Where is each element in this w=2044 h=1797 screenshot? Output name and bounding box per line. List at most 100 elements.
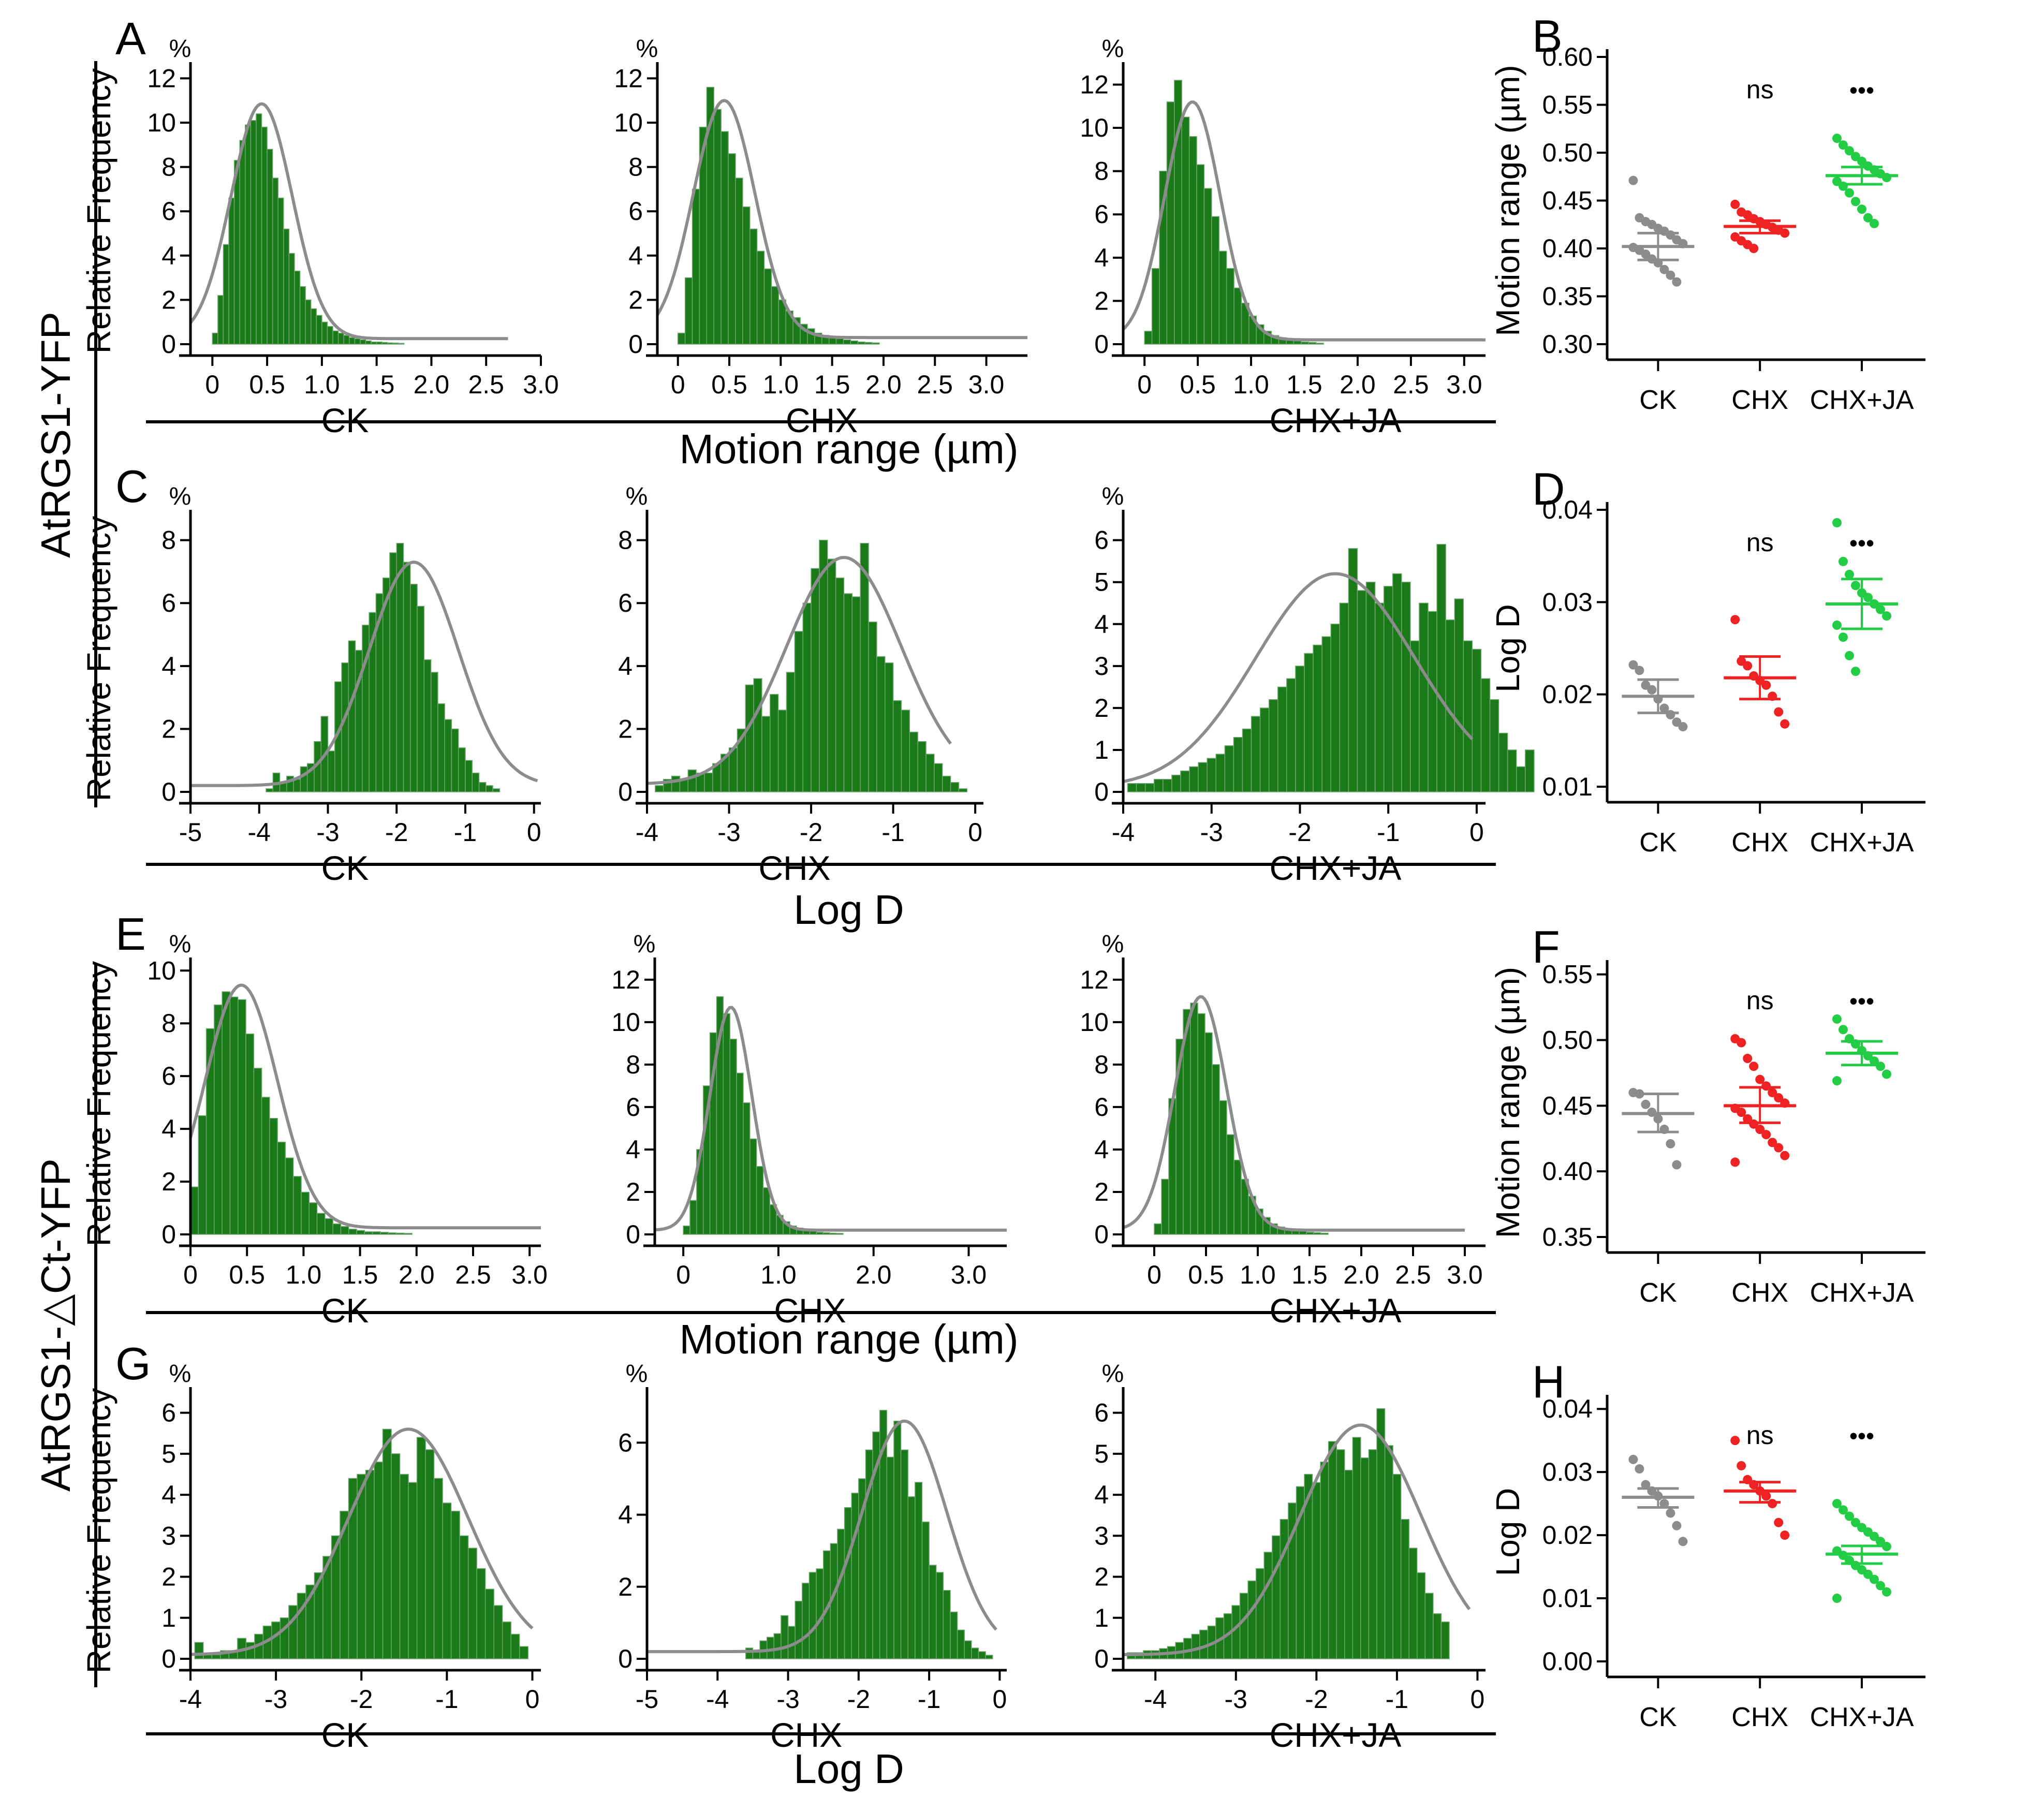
histogram-bar [1440, 1621, 1450, 1659]
histogram-bar [332, 330, 339, 345]
x-tick-label: 2.0 [1343, 1260, 1379, 1289]
data-point [1870, 1531, 1879, 1541]
histogram-bar [198, 1115, 207, 1235]
histogram-bar [851, 596, 861, 792]
histogram-bar [211, 1654, 221, 1659]
histogram-panel-E1: 0 2 4 6 8 10 0 0.5 1.0 1.5 2.0 2.5 3.0% CK Relative Fr… [80, 908, 548, 1330]
percent-unit-label: % [1102, 931, 1124, 958]
histogram-bar [343, 335, 350, 345]
y-tick-label: 2 [161, 714, 176, 743]
histogram-bar [1215, 754, 1226, 792]
histogram-bar [935, 1572, 944, 1659]
histogram-bar [1212, 1064, 1220, 1235]
y-tick-label: 6 [1094, 1093, 1109, 1122]
histogram-bar [310, 308, 317, 345]
significance-label: ••• [1849, 1422, 1874, 1449]
y-tick-label: 10 [147, 108, 176, 137]
histogram-bar [222, 991, 231, 1235]
histogram-bar [250, 120, 257, 345]
histogram-bar [467, 1548, 477, 1659]
histogram-bar [723, 1013, 730, 1235]
histogram-bar [1272, 1535, 1281, 1659]
histogram-bar [777, 710, 787, 792]
histogram-bar [671, 775, 681, 792]
y-tick-label: 0.40 [1542, 1157, 1593, 1186]
histogram-bar [761, 716, 771, 792]
gaussian-fit-curve [189, 983, 541, 1230]
y-tick-label: 0 [618, 777, 633, 806]
x-tick-label: -3 [264, 1685, 287, 1714]
y-tick-label: 0 [1094, 330, 1109, 359]
x-tick-label: -2 [1288, 818, 1311, 847]
x-tick-label: 0 [968, 818, 982, 847]
x-tick-label: 0.5 [1180, 370, 1216, 399]
significance-label: ••• [1849, 988, 1874, 1014]
data-point [1755, 1074, 1765, 1084]
y-tick-label: 12 [614, 64, 643, 93]
data-point [1780, 719, 1790, 729]
y-tick-label: 4 [161, 1480, 176, 1509]
histogram-bar [1198, 762, 1208, 792]
x-tick-label: 3.0 [968, 370, 1005, 399]
histogram-bar [1299, 1231, 1307, 1235]
histogram-bar [929, 1565, 937, 1659]
data-point [1737, 1038, 1746, 1048]
histogram-bar [337, 332, 344, 345]
histogram-bar [325, 1218, 333, 1235]
histogram-bar [1301, 342, 1309, 345]
histogram-bar [380, 1232, 389, 1235]
histogram-bar [458, 747, 466, 792]
y-tick-label: 4 [628, 241, 643, 270]
histogram-bar [971, 1647, 979, 1659]
histogram-bar [860, 542, 869, 792]
data-point [1832, 1014, 1842, 1024]
histogram-bar [1259, 708, 1270, 792]
data-point [1870, 1574, 1879, 1584]
histogram-bar [451, 728, 459, 792]
histogram-bar [1180, 770, 1190, 792]
y-tick-label: 6 [1094, 200, 1109, 229]
histogram-bar [465, 760, 473, 792]
gaussian-fit-curve [654, 1006, 1007, 1232]
histogram-bar [720, 131, 729, 345]
data-point [1857, 204, 1866, 214]
histogram-bar [194, 1642, 204, 1659]
data-point [1678, 722, 1688, 732]
histogram-bar [267, 149, 273, 345]
data-point [1743, 1114, 1753, 1124]
x-tick-label: CHX [1731, 1702, 1788, 1732]
histogram-bar [917, 741, 927, 792]
scatter-panel-F: 0.35 0.40 0.45 0.50 0.55 CK CHX ns CHX+JA ••• Moti… [1489, 921, 1925, 1308]
scatter-panel-D: 0.01 0.02 0.03 0.04 CK CHX ns CHX+JA ••• Log D D [1489, 463, 1925, 858]
histogram-bar [269, 1117, 278, 1235]
x-tick-label: 1.0 [304, 370, 340, 399]
y-tick-label: 6 [161, 1062, 176, 1091]
data-point [1761, 1491, 1771, 1501]
data-point [1768, 1087, 1777, 1097]
histogram-bar [964, 1640, 972, 1659]
histogram-bar [1328, 1441, 1337, 1659]
histogram-bar [1127, 783, 1137, 792]
histogram-bar [486, 785, 493, 792]
histogram-bar [1263, 1552, 1273, 1659]
histogram-bar [1436, 543, 1446, 792]
histogram-bar [293, 778, 301, 792]
histogram-bar [1498, 732, 1508, 792]
x-tick-label: 2.0 [1340, 370, 1376, 399]
y-tick-label: 10 [1080, 1008, 1109, 1037]
condition-label: CHX [774, 1291, 846, 1330]
y-tick-label: 0.00 [1542, 1647, 1593, 1676]
histogram-bar [1308, 342, 1317, 345]
scatter-panel-H: 0.00 0.01 0.02 0.03 0.04 CK CHX ns CHX+JA ••• Log … [1489, 1356, 1925, 1732]
percent-unit-label: % [169, 35, 192, 63]
y-tick-label: 5 [1094, 568, 1109, 597]
histogram-bar [1365, 581, 1376, 792]
histogram-bar [835, 338, 844, 345]
x-tick-label: CK [1639, 1278, 1677, 1308]
histogram-bar [300, 766, 308, 792]
x-tick-label: -2 [350, 1685, 373, 1714]
histogram-bar [266, 788, 274, 792]
histogram-bar [316, 315, 322, 345]
histogram-bar [786, 672, 796, 792]
x-tick-label: CHX+JA [1810, 385, 1914, 415]
